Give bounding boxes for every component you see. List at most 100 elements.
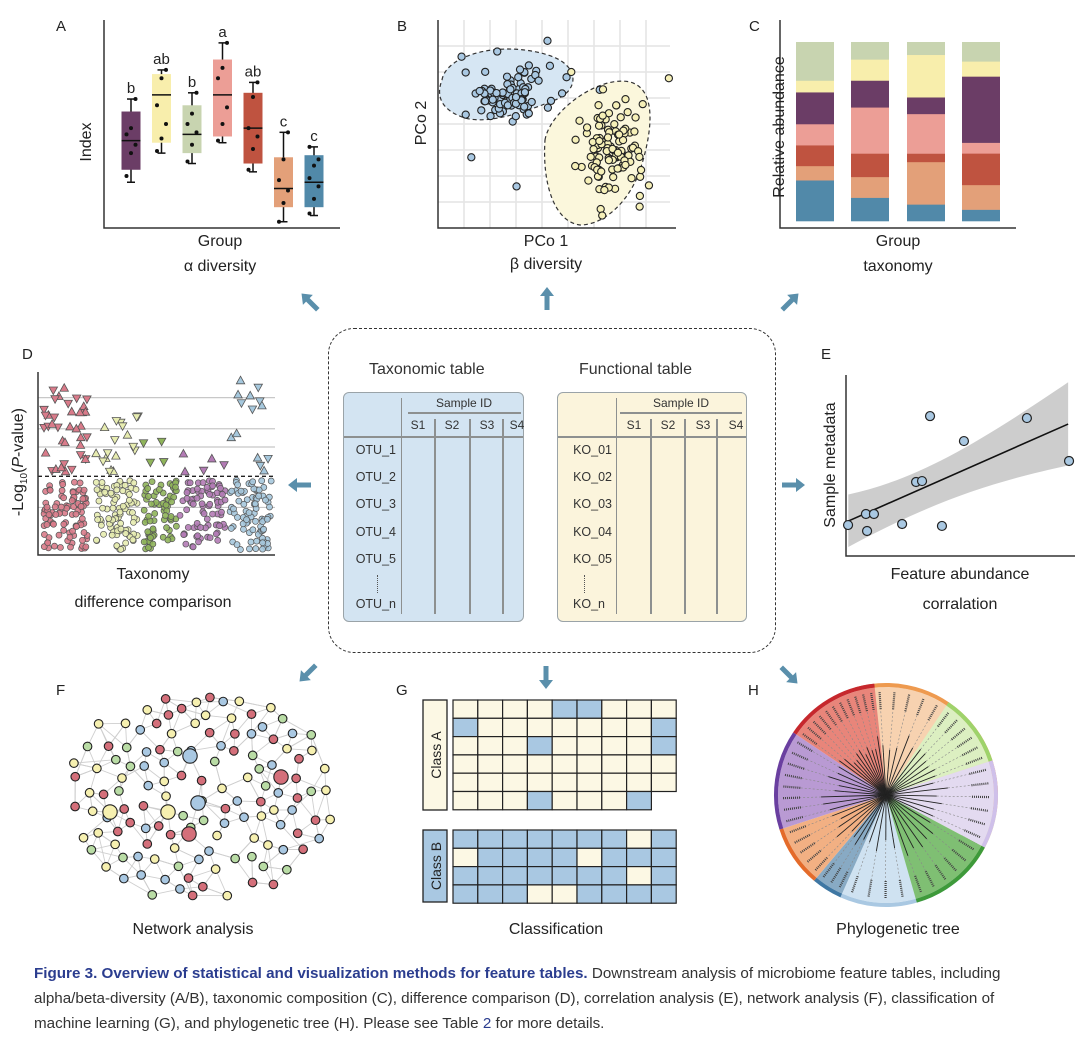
nonsignificant-point — [212, 530, 220, 538]
nonsignificant-point — [250, 485, 258, 493]
network-edge — [277, 776, 282, 793]
enriched-marker — [235, 375, 246, 385]
enriched-marker — [75, 407, 85, 417]
nonsignificant-point — [116, 508, 124, 516]
leaf-label — [812, 720, 827, 735]
nonsignificant-point — [194, 523, 201, 531]
network-edge — [145, 810, 168, 829]
branch — [885, 762, 900, 796]
network-edge — [165, 796, 169, 813]
leaf-guide — [807, 759, 838, 774]
data-point — [1021, 412, 1033, 424]
leaf-guide — [943, 778, 971, 785]
network-edge — [143, 751, 147, 767]
data-point — [614, 164, 623, 173]
data-point — [516, 79, 525, 88]
leaf-label — [937, 713, 951, 728]
nonsignificant-point — [98, 479, 106, 486]
nonsignificant-point — [221, 487, 229, 495]
column-header: S4 — [509, 418, 525, 432]
network-edge — [83, 832, 99, 839]
nonsignificant-point — [122, 539, 129, 547]
nonsignificant-point — [260, 484, 268, 491]
branch — [832, 806, 855, 817]
nonsignificant-point — [127, 499, 135, 507]
branch — [892, 813, 909, 856]
network-node — [269, 805, 279, 815]
nonsignificant-point — [82, 499, 90, 507]
nonsignificant-point — [266, 512, 274, 520]
network-edge — [123, 874, 142, 880]
nonsignificant-point — [79, 489, 87, 496]
data-point — [524, 109, 533, 118]
arrow-shape — [780, 293, 799, 312]
nonsignificant-point — [255, 486, 263, 494]
nonsignificant-point — [69, 489, 77, 496]
leaf-guide — [860, 712, 873, 751]
leaf-label — [832, 706, 843, 722]
heatmap-cell — [601, 735, 628, 756]
network-edge — [325, 790, 331, 820]
axis — [845, 375, 1075, 557]
nonsignificant-point — [188, 499, 195, 507]
leaf-label — [944, 719, 958, 734]
data-point — [620, 129, 629, 138]
branch — [904, 801, 938, 815]
network-edge — [209, 696, 240, 702]
network-edge — [165, 698, 182, 709]
box — [213, 59, 232, 137]
enriched-marker — [91, 448, 101, 458]
heatmap-cell — [625, 847, 652, 868]
nonsignificant-point — [133, 499, 141, 507]
enriched-marker — [180, 466, 190, 476]
leaf-guide — [925, 732, 946, 754]
nonsignificant-point — [69, 527, 76, 535]
panel-e-letter: E — [821, 346, 832, 363]
bar-segment — [851, 197, 889, 222]
depleted-marker — [82, 395, 92, 405]
data-point — [625, 128, 635, 137]
nonsignificant-point — [101, 488, 109, 496]
bar-segment — [907, 97, 945, 115]
depleted-marker — [263, 454, 273, 464]
branch — [885, 769, 910, 796]
depleted-marker — [117, 422, 128, 432]
network-node — [249, 833, 260, 843]
network-edge — [252, 755, 260, 770]
panel-d-xlabel: Taxonomy — [116, 566, 190, 583]
depleted-marker — [219, 461, 229, 471]
branch — [844, 758, 864, 776]
nonsignificant-point — [67, 543, 74, 551]
nonsignificant-point — [99, 504, 106, 512]
network-node — [133, 851, 143, 862]
nonsignificant-point — [246, 545, 253, 553]
leaf-label — [807, 726, 822, 740]
table-link[interactable]: 2 — [482, 1015, 492, 1032]
arrow-shape — [301, 293, 320, 312]
network-edge — [216, 823, 225, 836]
network-edge — [181, 708, 196, 724]
data-point — [615, 137, 624, 146]
branch — [823, 798, 859, 805]
data-point — [502, 90, 511, 99]
network-edge — [188, 877, 204, 888]
nonsignificant-point — [244, 518, 252, 525]
data-point — [562, 73, 571, 82]
network-edge — [259, 768, 282, 778]
network-edge — [190, 819, 204, 828]
heatmap-cell — [601, 699, 628, 719]
flow-arrow-icon — [780, 293, 799, 312]
leaf-guide — [915, 726, 940, 758]
data-point — [481, 67, 490, 77]
heatmap-cell — [601, 829, 628, 849]
network-edge — [73, 762, 97, 769]
data-point — [488, 95, 497, 104]
network-node — [190, 795, 206, 811]
network-edge — [273, 733, 293, 740]
functional-table-title: Functional table — [579, 361, 692, 378]
nonsignificant-point — [219, 490, 226, 498]
branch — [885, 789, 907, 796]
network-node — [319, 763, 330, 774]
nonsignificant-point — [216, 482, 223, 490]
leaf-guide — [814, 826, 839, 844]
